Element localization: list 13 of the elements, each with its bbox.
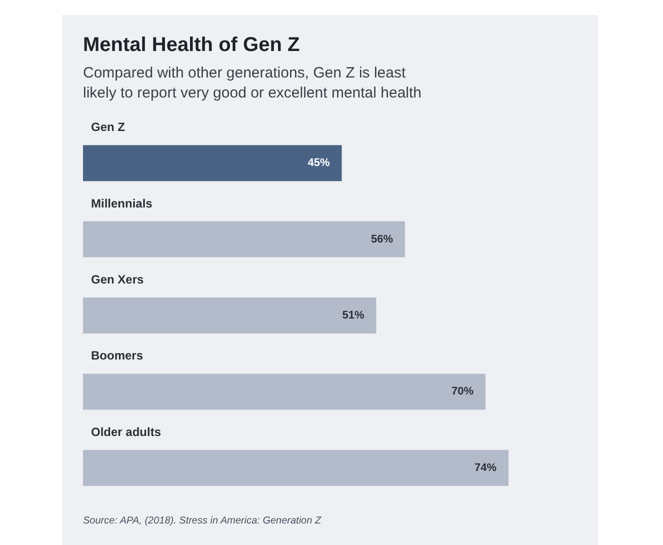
y-tick-label: Gen Xers <box>91 272 144 286</box>
y-tick-label: Boomers <box>91 348 144 363</box>
source-note: Source: APA, (2018). Stress in America: Generation Z <box>83 516 322 526</box>
data-label: 70% <box>451 386 474 398</box>
data-label: 74% <box>474 462 497 474</box>
data-label: 45% <box>308 157 330 170</box>
y-tick-label: Millennials <box>91 196 153 210</box>
chart-subtitle: Compared with other generations, Gen Z is least likely to report very good or excellent mental health <box>83 64 422 102</box>
data-label: 51% <box>342 310 364 322</box>
data-label: 56% <box>370 233 394 246</box>
chart-title: Mental Health of Gen Z <box>83 34 300 56</box>
y-tick-label: Older adults <box>91 424 162 439</box>
y-tick-label: Gen Z <box>91 120 126 134</box>
